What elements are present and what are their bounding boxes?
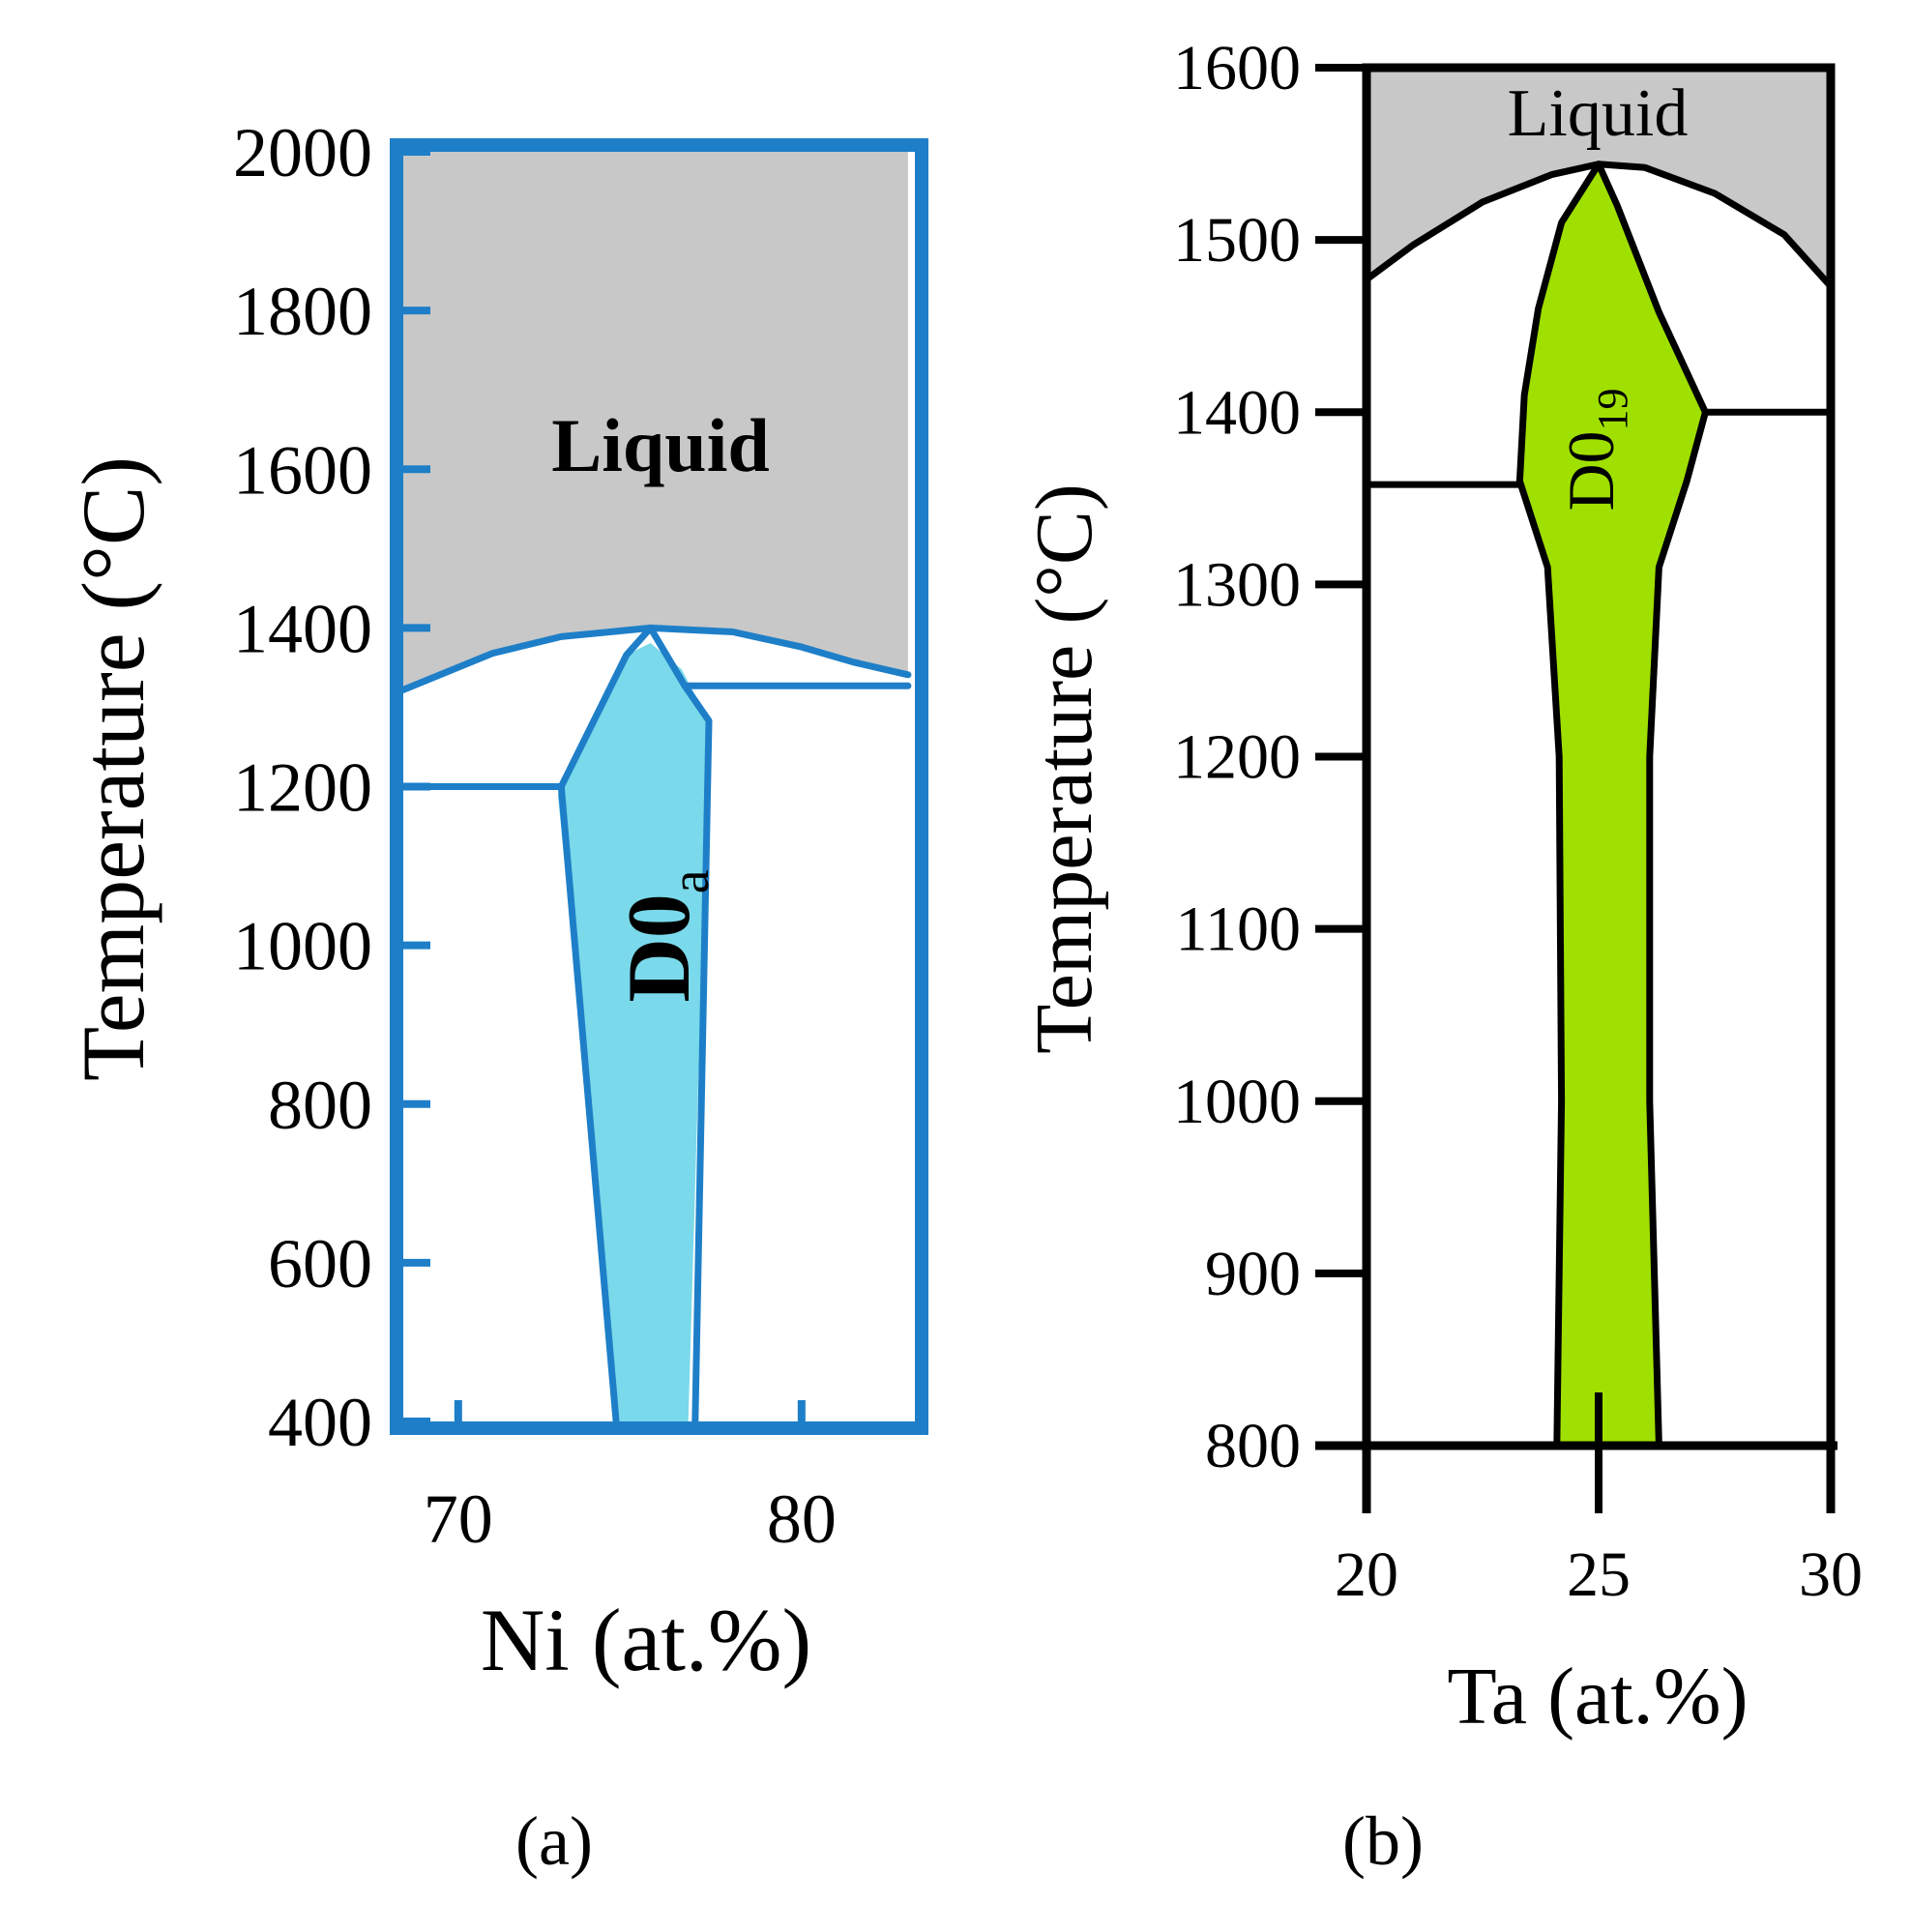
panel-b-d019-label: D019 [1554,388,1636,511]
panel-a-d0a-label-sub: a [661,869,720,893]
b-y-tick-label: 800 [1205,1411,1301,1481]
b-y-tick-label: 1600 [1173,33,1301,103]
a-y-tick-label: 600 [268,1225,372,1303]
a-x-tick-label: 80 [767,1480,837,1558]
a-y-tick-label: 800 [268,1067,372,1144]
a-y-tick-label: 1000 [233,908,372,985]
b-y-tick-label: 1100 [1175,894,1301,965]
panel-b-plot-frame [1362,63,1836,1513]
b-y-tick-label: 1500 [1173,205,1301,276]
a-y-tick-label: 1600 [233,431,372,509]
b-x-tick-label: 20 [1335,1539,1398,1610]
a-region-liquid [403,152,908,690]
a-x-tick-label: 70 [424,1480,493,1558]
panel-b-d019-label-sub: 19 [1589,388,1636,430]
panel-a-d0a-label: D0a [609,869,720,1002]
a-phase-line-liquidus [399,624,912,693]
panel-a-liquid-label: Liquid [551,403,770,487]
panel-a-caption: (a) [515,1802,593,1880]
a-y-tick-label: 1800 [233,273,372,350]
b-y-tick-label: 1300 [1173,549,1301,620]
b-phase-line-d0-right-boundary [1595,161,1709,1449]
panel-b-ta-phase-diagram: 800 900 1000 1100 1200 1300 1400 1500 1600 20 25 3… [1019,33,1863,1880]
panel-b-ylabel: Temperature (°C) [1019,483,1109,1054]
a-y-tick-label: 2000 [233,114,372,191]
a-region-d0a [557,643,709,1421]
a-y-tick-label: 1200 [233,749,372,827]
panel-a-ni-phase-diagram: 400 600 800 1000 1200 1400 1600 1800 2000 70 80 L… [64,114,928,1880]
b-region-d0- [1519,163,1706,1446]
b-y-tick-label: 1400 [1173,377,1301,448]
panel-b-d019-label-main: D0 [1554,430,1628,511]
a-y-tick-label: 400 [268,1384,372,1461]
b-x-tick-label: 30 [1799,1539,1863,1610]
panel-b-xlabel: Ta (at.%) [1447,1652,1748,1742]
a-phase-line-d0a-right-boundary [647,624,713,1425]
panel-a-ylabel: Temperature (°C) [64,456,162,1081]
a-phase-line-d0a-left-boundary [557,624,655,1425]
b-y-tick-label: 1000 [1173,1067,1301,1137]
panel-a-d0a-label-main: D0 [609,893,708,1002]
b-y-tick-label: 1200 [1173,722,1301,793]
a-y-tick-label: 1400 [233,590,372,667]
panel-a-plot-frame [390,138,928,1435]
panel-b-liquid-label: Liquid [1508,76,1689,151]
b-phase-line-d0-left-boundary [1515,161,1602,1449]
panel-b-caption: (b) [1342,1802,1424,1880]
b-x-tick-label: 25 [1567,1539,1631,1610]
b-region-liquid [1367,68,1831,287]
b-y-tick-label: 900 [1205,1239,1301,1309]
panel-a-xlabel: Ni (at.%) [481,1591,811,1689]
